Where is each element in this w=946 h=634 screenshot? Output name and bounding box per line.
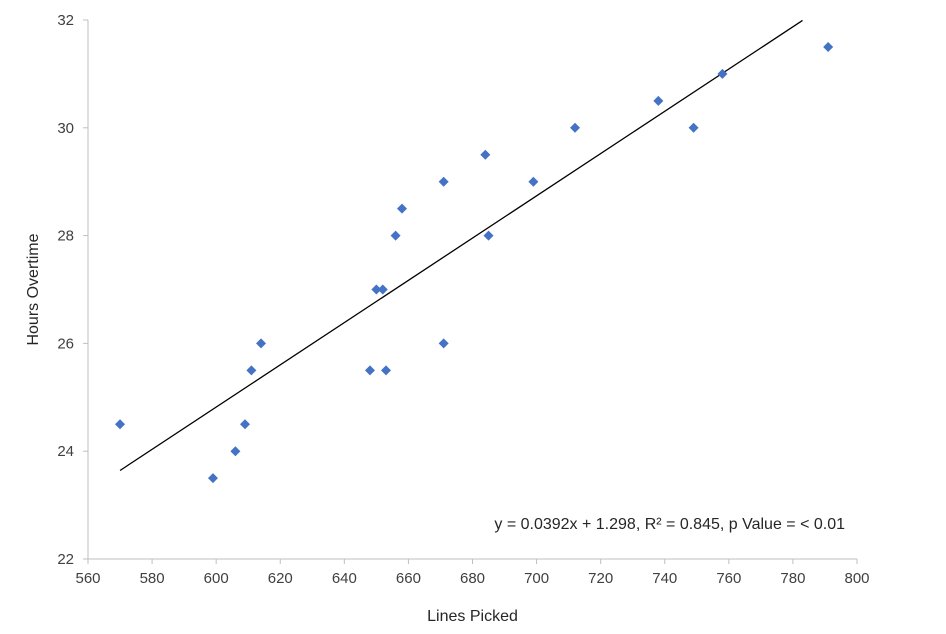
data-point [256,338,267,349]
data-point [246,365,257,376]
y-axis-label: Hours Overtime [25,233,42,345]
y-tick-label: 30 [57,120,74,137]
trendline [119,19,803,472]
data-point [653,95,664,106]
trendline-layer [119,19,803,472]
x-tick-label: 580 [140,570,165,587]
y-tick-label: 24 [57,443,74,460]
data-point [483,230,494,241]
x-tick-label: 720 [588,570,613,587]
data-point [380,365,391,376]
y-tick-label: 32 [57,12,74,29]
x-tick-label: 760 [716,570,741,587]
data-point [480,149,491,160]
x-tick-label: 780 [780,570,805,587]
y-tick-label: 28 [57,228,74,245]
data-point [438,338,449,349]
x-tick-label: 800 [844,570,869,587]
labels-layer: Lines Picked Hours Overtime y = 0.0392x … [25,233,845,625]
data-point [207,473,218,484]
x-tick-label: 620 [268,570,293,587]
data-point [230,446,241,457]
data-point [823,41,834,52]
data-point [377,284,388,295]
x-tick-label: 660 [396,570,421,587]
axes: 560 580 600 620 640 660 680 700 720 740 760 780 800 2… [57,12,869,587]
data-point [115,419,126,430]
data-point [688,122,699,133]
data-point [371,284,382,295]
data-point [717,68,728,79]
data-point [240,419,251,430]
x-tick-label: 740 [652,570,677,587]
x-axis-label: Lines Picked [427,608,518,625]
y-tick-label: 26 [57,335,74,352]
data-point [528,176,539,187]
data-point [390,230,401,241]
x-tick-label: 680 [460,570,485,587]
data-points [115,41,834,484]
data-point [570,122,581,133]
x-tick-label: 640 [332,570,357,587]
y-tick-label: 22 [57,551,74,568]
x-tick-label: 600 [204,570,229,587]
x-tick-label: 560 [75,570,100,587]
regression-annotation: y = 0.0392x + 1.298, R² = 0.845, p Value… [494,516,845,533]
x-tick-label: 700 [524,570,549,587]
data-point [397,203,408,214]
data-point [438,176,449,187]
data-point [364,365,375,376]
